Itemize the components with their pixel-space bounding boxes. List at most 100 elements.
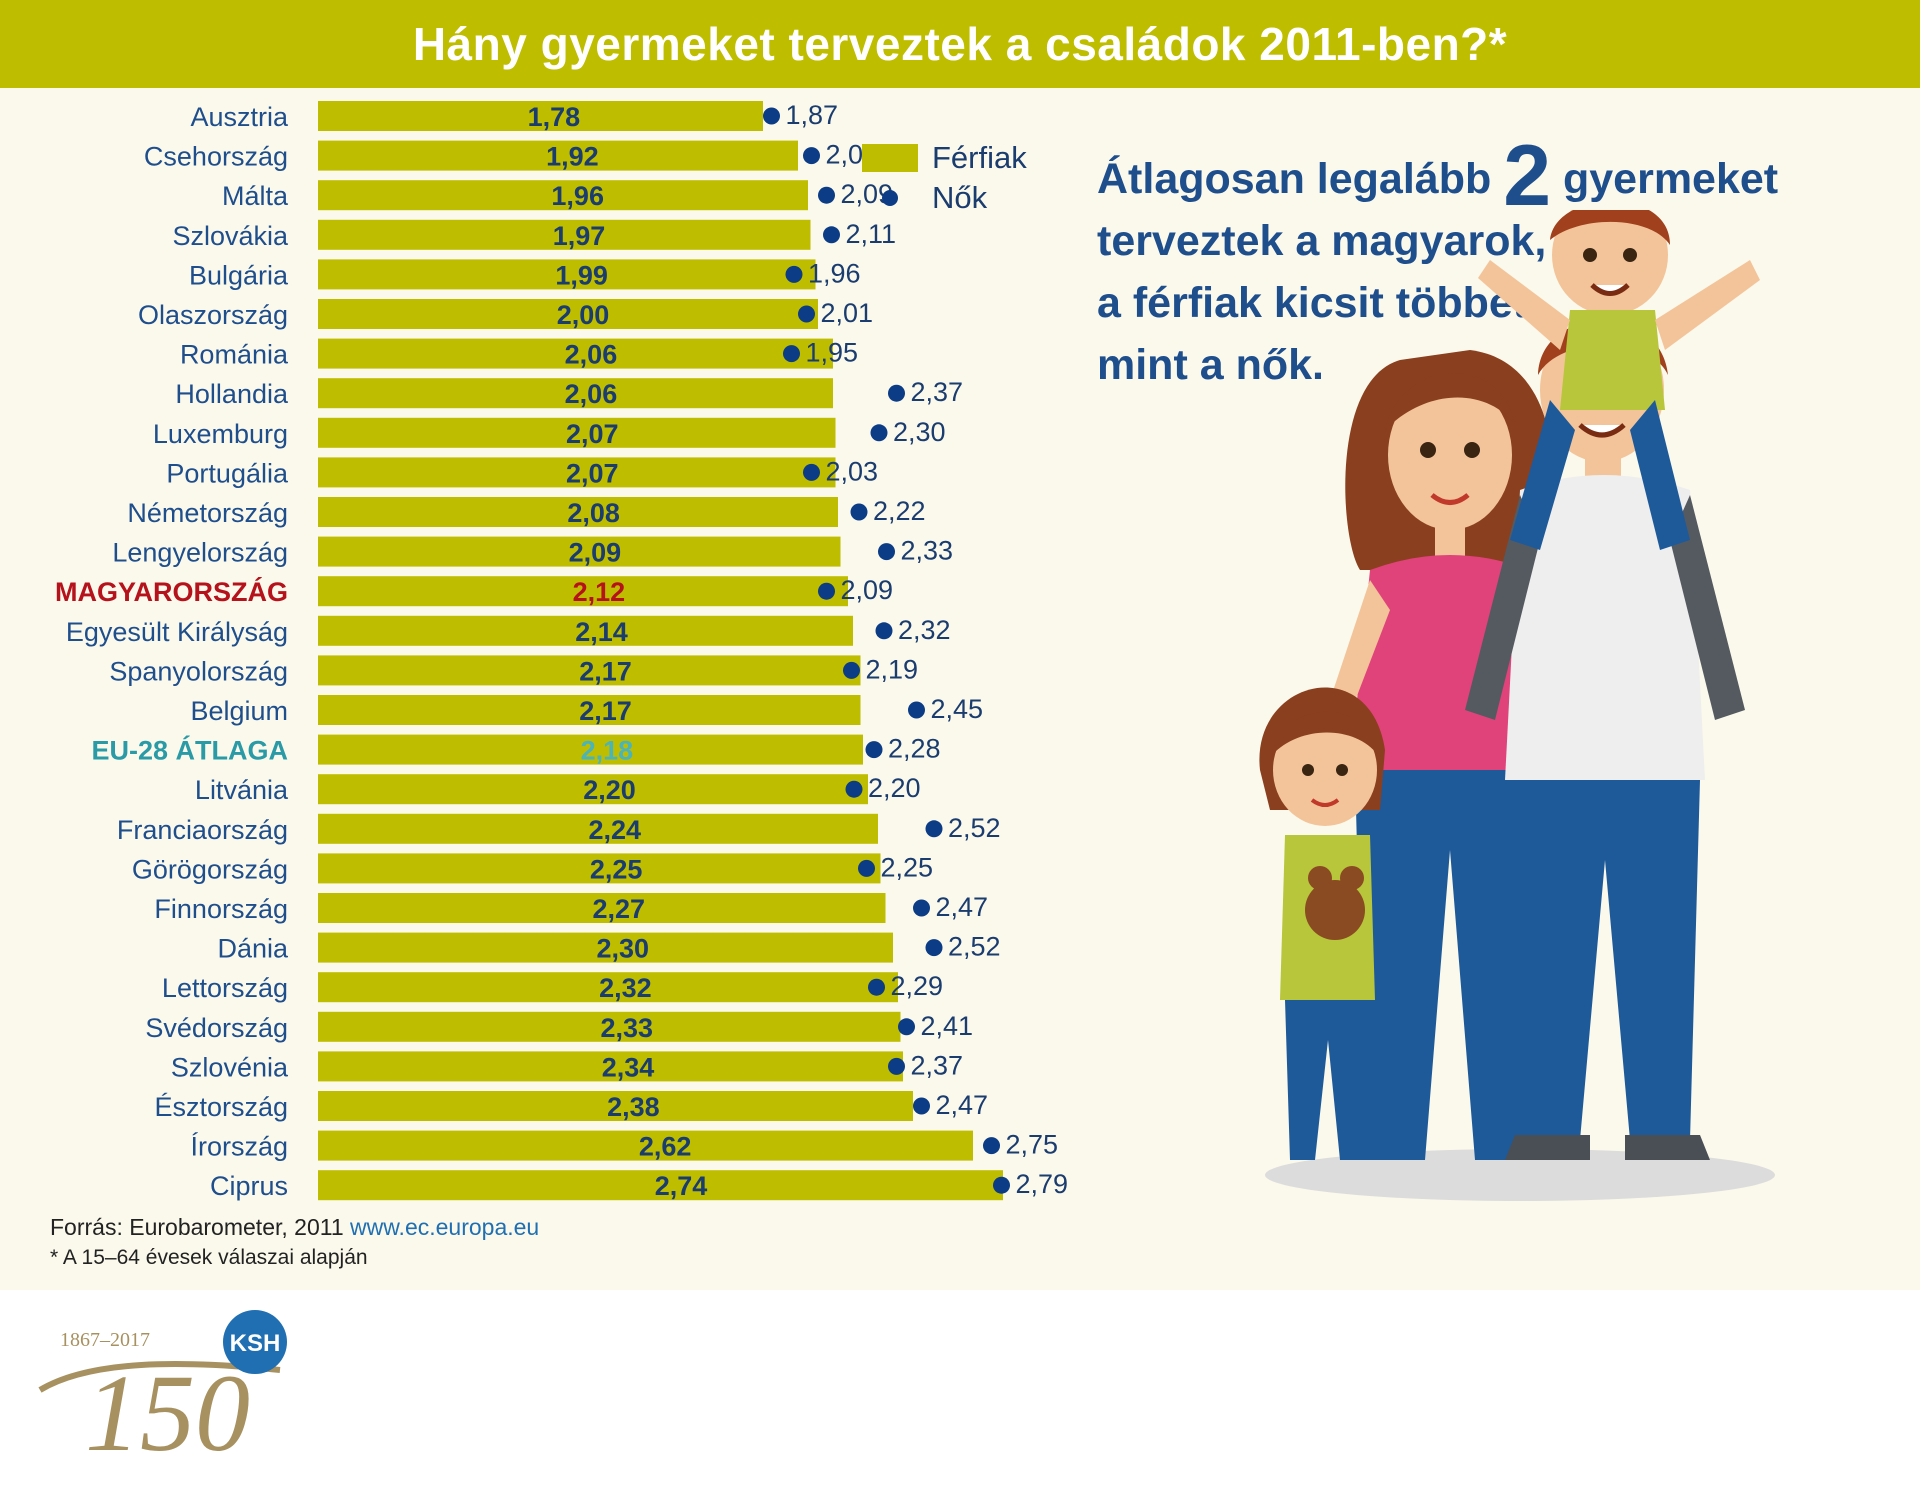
women-dot <box>803 463 820 481</box>
men-bar <box>318 536 841 567</box>
women-dot <box>913 1097 930 1115</box>
bar-dot-chart: Ausztria 1,78 1,87 Csehország 1,92 2,03 Málta 1… <box>55 100 1068 1201</box>
men-bar <box>318 576 848 607</box>
men-bar <box>318 972 898 1003</box>
women-dot-value-label: 2,37 <box>911 377 964 407</box>
men-bar-value-label: 2,14 <box>575 617 628 647</box>
legend-men-label: Férfiak <box>932 140 1027 175</box>
men-bar <box>318 1011 901 1042</box>
women-dot-value-label: 2,28 <box>888 734 941 764</box>
men-bar <box>318 813 878 844</box>
men-bar <box>318 299 818 329</box>
category-label: Németország <box>127 498 288 528</box>
men-bar <box>318 338 833 369</box>
category-label: Belgium <box>190 696 288 726</box>
men-bar <box>318 219 811 250</box>
women-dot-value-label: 1,95 <box>806 338 859 368</box>
women-dot <box>888 384 905 402</box>
women-dot <box>875 622 893 640</box>
women-dot-value-label: 2,52 <box>948 932 1001 962</box>
men-bar-value-label: 2,09 <box>569 538 622 568</box>
men-bar-value-label: 2,38 <box>607 1092 660 1122</box>
women-dot <box>865 741 883 759</box>
men-bar <box>318 101 763 131</box>
headline-line-3: a férfiak kicsit többet, <box>1097 279 1540 327</box>
women-dot-value-label: 2,32 <box>898 615 951 645</box>
category-label: Málta <box>222 181 289 211</box>
source-note: Forrás: Eurobarometer, 2011 www.ec.europ… <box>50 1214 539 1241</box>
women-dot <box>823 226 840 244</box>
men-bar-value-label: 1,78 <box>528 102 581 132</box>
women-dot <box>803 147 820 165</box>
legend-item-women: Nők <box>862 178 1027 218</box>
category-label: EU-28 ÁTLAGA <box>91 735 288 766</box>
women-dot-value-label: 2,11 <box>846 219 897 249</box>
category-label: Luxemburg <box>153 419 288 449</box>
men-bar <box>318 1051 903 1082</box>
women-dot-value-label: 2,41 <box>921 1011 974 1041</box>
women-dot-value-label: 2,30 <box>893 417 946 447</box>
women-dot <box>858 859 875 877</box>
category-label: Lettország <box>162 973 288 1003</box>
women-dot-value-label: 2,33 <box>901 536 954 566</box>
source-url-link[interactable]: www.ec.europa.eu <box>350 1214 540 1240</box>
women-dot <box>763 107 780 125</box>
category-label: Olaszország <box>138 300 288 330</box>
women-dot-value-label: 2,52 <box>948 813 1001 843</box>
category-label: Dánia <box>217 934 289 964</box>
category-label: Lengyelország <box>112 538 288 568</box>
category-label: Svédország <box>145 1013 288 1043</box>
category-label: Észtország <box>154 1092 288 1122</box>
category-label: Románia <box>180 340 289 370</box>
page-title: Hány gyermeket terveztek a családok 2011… <box>412 18 1508 70</box>
men-bar-value-label: 2,33 <box>600 1013 653 1043</box>
category-label: Csehország <box>144 142 288 172</box>
women-dot-value-label: 2,19 <box>866 654 919 684</box>
men-bar <box>318 259 816 290</box>
men-bar <box>318 1091 913 1121</box>
men-bar <box>318 140 798 171</box>
women-dot-value-label: 2,47 <box>936 892 989 922</box>
category-label: Portugália <box>166 458 289 488</box>
footnote: * A 15–64 évesek válaszai alapján <box>50 1246 368 1269</box>
women-dot <box>925 820 943 838</box>
category-label: Spanyolország <box>109 656 288 686</box>
women-dot-value-label: 2,29 <box>891 971 944 1001</box>
category-label: Bulgária <box>189 260 289 290</box>
women-dot <box>898 1018 915 1036</box>
women-dot <box>868 978 885 996</box>
chart-legend: Férfiak Nők <box>862 138 1027 218</box>
category-label: Egyesült Királyság <box>66 617 288 647</box>
men-bar-value-label: 2,07 <box>566 458 619 488</box>
men-bar-value-label: 2,17 <box>579 656 632 686</box>
headline-part2: gyermeket <box>1551 155 1779 203</box>
men-bar <box>318 853 881 884</box>
women-dot <box>888 1057 905 1075</box>
men-bar-value-label: 2,30 <box>596 934 649 964</box>
headline-line-1: Átlagosan legalább 2 gyermeket <box>1097 133 1897 219</box>
family-illustration <box>1259 210 1775 1201</box>
men-bar-value-label: 2,20 <box>583 775 636 805</box>
category-label: Ausztria <box>190 102 289 132</box>
headline-big-number: 2 <box>1503 128 1552 224</box>
women-dot <box>798 305 815 323</box>
women-dot <box>878 543 895 561</box>
category-label: Franciaország <box>117 815 288 845</box>
category-label: MAGYARORSZÁG <box>55 576 288 607</box>
men-bar-value-label: 1,96 <box>551 181 604 211</box>
men-bar-value-label: 1,92 <box>546 142 599 172</box>
men-bar-value-label: 2,00 <box>557 300 610 330</box>
men-bar <box>318 417 836 448</box>
women-dot-value-label: 2,25 <box>881 852 934 882</box>
men-bar <box>318 695 861 725</box>
headline-text: Átlagosan legalább 2 gyermeket terveztek… <box>1097 133 1897 396</box>
men-bar <box>318 655 861 686</box>
men-bar-value-label: 2,06 <box>565 340 618 370</box>
headline-line-4: mint a nők. <box>1097 341 1324 389</box>
men-bar <box>318 180 808 211</box>
women-dot <box>993 1176 1010 1194</box>
women-dot <box>785 265 803 283</box>
men-bar-value-label: 2,07 <box>566 419 619 449</box>
category-label: Litvánia <box>195 775 289 805</box>
women-dot-value-label: 2,75 <box>1006 1130 1059 1160</box>
